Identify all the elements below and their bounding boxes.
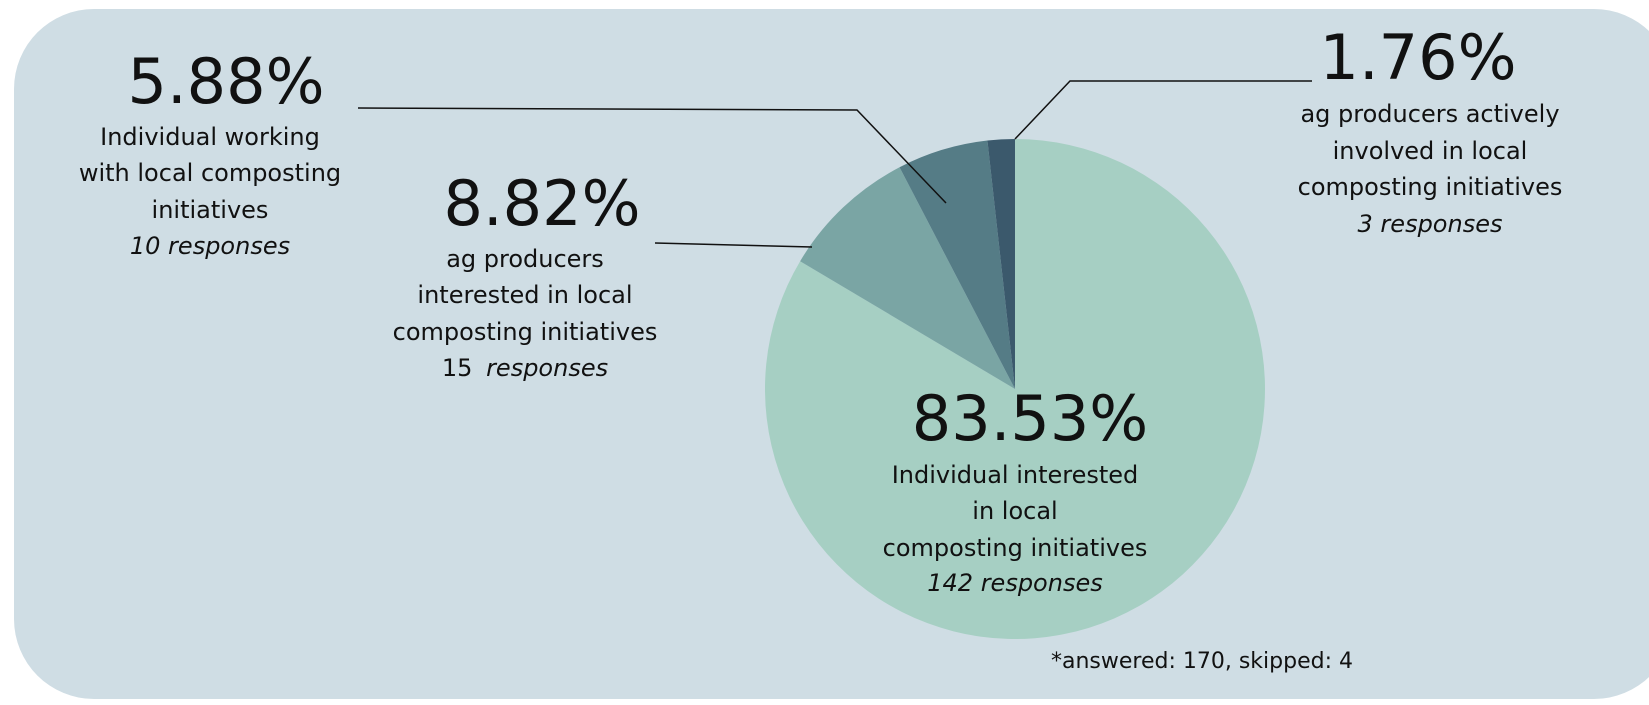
label-line: Individual interested	[892, 461, 1139, 489]
label-ag-producers-involved: 1.76% ag producers actively involved in …	[1298, 21, 1563, 238]
label-line: composting initiatives	[883, 534, 1148, 562]
leader-line-individual-working	[357, 107, 947, 204]
responses-count: 15	[442, 354, 473, 382]
label-line: Individual working	[100, 123, 320, 151]
label-line: ag producers	[446, 245, 604, 273]
responses-label: 142 responses	[927, 569, 1102, 597]
leader-line-ag-producers-interested	[654, 242, 813, 248]
label-line: in local	[972, 497, 1057, 525]
label-individual-interested: 83.53% Individual interested in local co…	[883, 382, 1149, 597]
label-individual-working: 5.88% Individual working with local comp…	[79, 45, 341, 260]
pie-slice-ag-producers-involved	[987, 139, 1015, 389]
responses-label: 3 responses	[1358, 210, 1503, 238]
data-label-percent: 83.53%	[912, 382, 1148, 455]
label-line: ag producers actively	[1300, 100, 1559, 128]
label-ag-producers-interested: 8.82% ag producers interested in local c…	[393, 167, 658, 382]
label-line: initiatives	[152, 196, 269, 224]
data-label-percent: 8.82%	[444, 167, 641, 240]
pie-slices	[764, 139, 1265, 640]
pie-slice-individual-interested	[764, 139, 1265, 640]
leader-line-ag-producers-involved	[1014, 80, 1312, 140]
pie-slice-ag-producers-interested	[800, 167, 1015, 389]
label-line: involved in local	[1333, 137, 1528, 165]
label-line: with local composting	[79, 159, 341, 187]
data-label-percent: 1.76%	[1320, 21, 1517, 94]
responses-text: responses	[486, 354, 608, 382]
label-line: composting initiatives	[393, 318, 658, 346]
responses-label: 15 responses	[442, 354, 608, 382]
label-line: composting initiatives	[1298, 173, 1563, 201]
pie-slice-individual-working	[899, 140, 1015, 389]
data-label-percent: 5.88%	[128, 45, 325, 118]
label-line: interested in local	[417, 281, 632, 309]
footnote: *answered: 170, skipped: 4	[1051, 649, 1353, 674]
responses-label: 10 responses	[130, 232, 290, 260]
